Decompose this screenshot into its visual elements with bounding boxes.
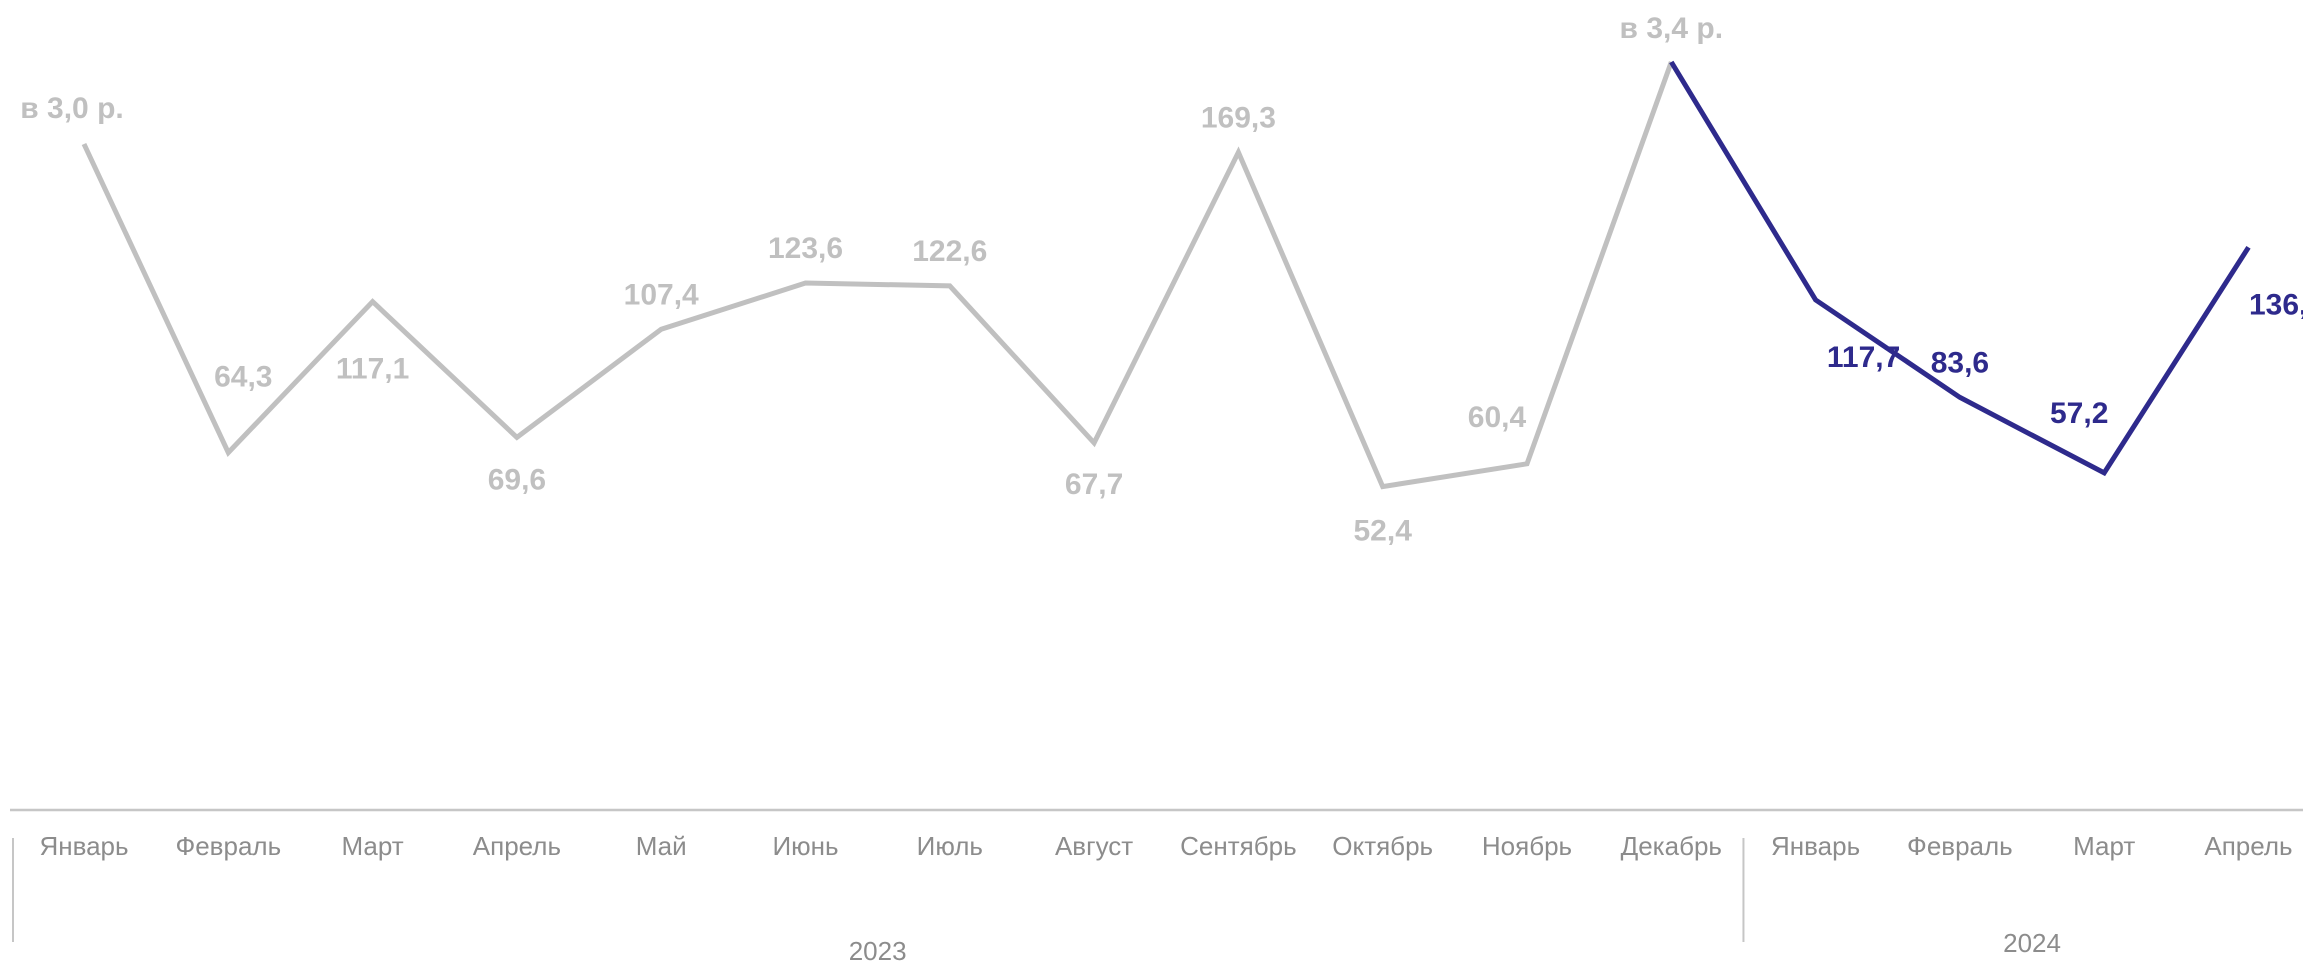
data-label: 123,6 <box>768 232 843 265</box>
x-tick-label: Июль <box>917 831 983 861</box>
x-tick-label: Февраль <box>175 831 281 861</box>
data-label: 117,7 <box>1827 341 1900 374</box>
x-tick-label: Ноябрь <box>1482 831 1572 861</box>
x-tick-label: Май <box>636 831 687 861</box>
x-tick-label: Март <box>341 831 403 861</box>
data-label: в 3,0 р. <box>20 92 123 125</box>
data-label: в 3,4 р. <box>1620 12 1723 45</box>
x-tick-label: Декабрь <box>1621 831 1722 861</box>
year-label: 2024 <box>2003 928 2061 958</box>
data-label: 52,4 <box>1354 515 1413 548</box>
x-tick-label: Февраль <box>1907 831 2013 861</box>
x-tick-label: Октябрь <box>1332 831 1433 861</box>
data-label: 67,7 <box>1065 468 1123 501</box>
data-label: 169,3 <box>1201 101 1276 134</box>
series-line <box>1669 60 2251 477</box>
x-tick-label: Январь <box>39 831 128 861</box>
data-label: 57,2 <box>2050 397 2108 430</box>
x-tick-label: Апрель <box>473 831 561 861</box>
year-label: 2023 <box>849 936 907 961</box>
data-label: 136,1 <box>2249 288 2303 321</box>
data-label: 83,6 <box>1931 346 1989 379</box>
x-tick-label: Август <box>1055 831 1133 861</box>
data-label: 60,4 <box>1468 401 1527 434</box>
x-tick-label: Март <box>2073 831 2135 861</box>
series-line <box>81 61 1674 490</box>
data-label: 117,1 <box>336 353 409 386</box>
x-tick-label: Январь <box>1771 831 1860 861</box>
data-label: 107,4 <box>624 278 699 311</box>
x-tick-label: Апрель <box>2204 831 2292 861</box>
data-label: 69,6 <box>488 463 546 496</box>
data-label: 64,3 <box>214 361 272 394</box>
x-tick-label: Июнь <box>772 831 838 861</box>
x-tick-label: Сентябрь <box>1180 831 1296 861</box>
data-label: 122,6 <box>912 235 987 268</box>
